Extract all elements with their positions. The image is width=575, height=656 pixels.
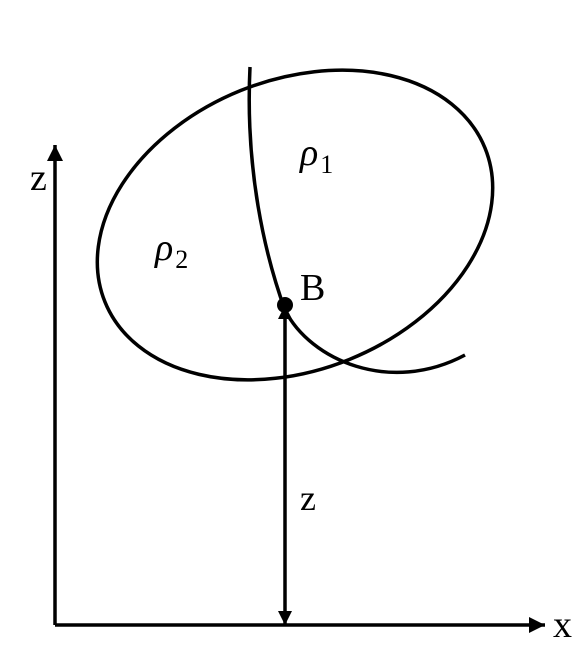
x-axis [55,617,545,633]
dimension-line-z [278,305,292,625]
label-z-axis: z [30,157,47,199]
label-point-b: B [300,267,325,309]
label-x-axis: x [553,604,572,646]
label-dim-z: z [300,478,316,518]
point-b [277,297,293,313]
axes-group [47,145,545,633]
diagram-svg: z x Bz ρ1 ρ2 [0,0,575,656]
body-ellipse [51,14,540,436]
divider-curve [249,67,465,372]
label-rho-2: ρ2 [154,227,188,274]
z-axis [47,145,63,625]
label-rho-1: ρ1 [299,132,333,179]
